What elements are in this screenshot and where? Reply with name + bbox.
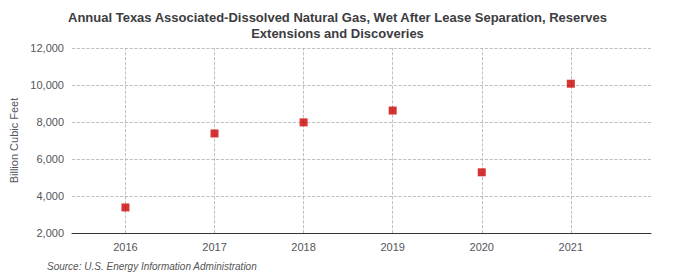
svg-text:12,000: 12,000 <box>30 42 64 54</box>
svg-text:Source: U.S. Energy Informatio: Source: U.S. Energy Information Administ… <box>47 261 257 272</box>
svg-text:2019: 2019 <box>380 241 404 253</box>
svg-text:Extensions and Discoveries: Extensions and Discoveries <box>251 26 424 41</box>
svg-text:6,000: 6,000 <box>36 153 64 165</box>
svg-text:8,000: 8,000 <box>36 116 64 128</box>
svg-text:10,000: 10,000 <box>30 79 64 91</box>
svg-text:2016: 2016 <box>113 241 137 253</box>
svg-text:Billion Cubic Feet: Billion Cubic Feet <box>8 98 20 184</box>
svg-text:2021: 2021 <box>559 241 583 253</box>
svg-text:Annual Texas Associated-Dissol: Annual Texas Associated-Dissolved Natura… <box>68 10 607 25</box>
svg-text:4,000: 4,000 <box>36 190 64 202</box>
svg-text:2018: 2018 <box>291 241 315 253</box>
svg-text:2020: 2020 <box>470 241 494 253</box>
svg-text:2,000: 2,000 <box>36 227 64 239</box>
svg-text:2017: 2017 <box>202 241 226 253</box>
